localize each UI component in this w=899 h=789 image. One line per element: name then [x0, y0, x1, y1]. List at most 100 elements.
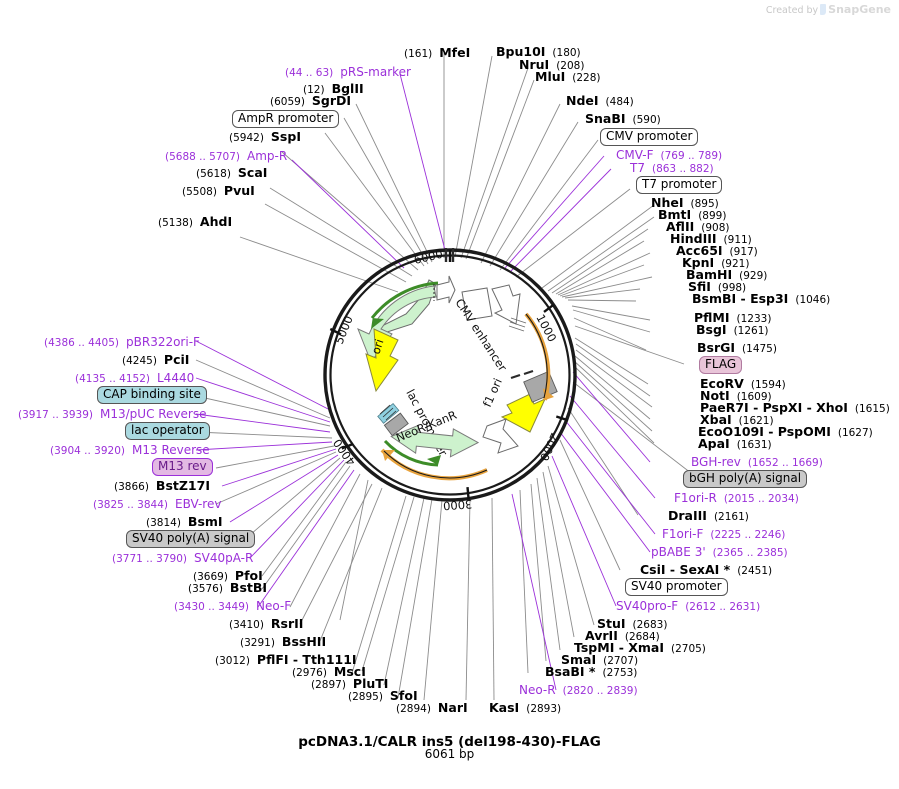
svg-text:6000: 6000 — [413, 247, 445, 267]
label-pfoi[interactable]: (3669) PfoI — [193, 567, 263, 583]
label-bamhi[interactable]: BamHI (929) — [686, 266, 767, 282]
label-l4440[interactable]: (4135 .. 4152) L4440 — [75, 369, 194, 385]
enzyme-name: BsmI — [187, 514, 223, 529]
enzyme-name: CsiI - SexAI * — [640, 562, 731, 577]
feature-sv40-promoter[interactable]: SV40 promoter — [625, 577, 728, 596]
leader-lines-primer-top-left — [291, 73, 448, 269]
label-sv40pa-r[interactable]: (3771 .. 3790) SV40pA-R — [112, 549, 253, 565]
feature-m13-rev[interactable]: M13 rev — [152, 457, 213, 476]
position-value: (208) — [556, 60, 585, 72]
label-mfei[interactable]: (161) MfeI — [404, 44, 470, 60]
label-snabi[interactable]: SnaBI (590) — [585, 110, 661, 126]
ring-feature-neor-marker — [383, 439, 441, 467]
coordinate-ticks — [329, 250, 569, 500]
feature-bgh-polya-signal[interactable]: bGH poly(A) signal — [683, 469, 808, 488]
label-nrui[interactable]: NruI (208) — [519, 56, 584, 72]
enzyme-name: BstBI — [229, 580, 268, 595]
label-f1ori-r[interactable]: F1ori-R (2015 .. 2034) — [674, 489, 799, 505]
label-draiii[interactable]: DraIII (2161) — [668, 507, 749, 523]
label-sv40pro-f[interactable]: SV40pro-F (2612 .. 2631) — [616, 597, 760, 613]
label-f1ori-f[interactable]: F1ori-F (2225 .. 2246) — [662, 525, 785, 541]
watermark-created-by: Created by — [765, 5, 819, 16]
feature-t7-promoter[interactable]: T7 promoter — [636, 175, 723, 194]
label-nari[interactable]: (2894) NarI — [396, 699, 468, 715]
label-amp-r[interactable]: (5688 .. 5707) Amp-R — [165, 147, 287, 163]
label-prs-marker[interactable]: (44 .. 63) pRS-marker — [285, 63, 411, 79]
label-neo-f[interactable]: (3430 .. 3449) Neo-F — [174, 597, 291, 613]
label-noti[interactable]: NotI (1609) — [700, 387, 772, 403]
label-sfoi[interactable]: (2895) SfoI — [348, 687, 418, 703]
enzyme-name: ApaI — [698, 436, 730, 451]
label-m13-puc-reverse[interactable]: (3917 .. 3939) M13/pUC Reverse — [18, 405, 207, 421]
label-sspi[interactable]: (5942) SspI — [229, 128, 301, 144]
label-sgrdi[interactable]: (6059) SgrDI — [270, 92, 351, 108]
label-ndei[interactable]: NdeI (484) — [566, 92, 634, 108]
label-stui[interactable]: StuI (2683) — [597, 615, 667, 631]
label-ecoo109i-pspomi[interactable]: EcoO109I - PspOMI (1627) — [698, 423, 873, 439]
range-value: (44 .. 63) — [285, 67, 334, 79]
feature-lac-operator[interactable]: lac operator — [125, 421, 210, 440]
label-msci[interactable]: (2976) MscI — [292, 663, 366, 679]
label-pcii[interactable]: (4245) PciI — [122, 351, 189, 367]
label-avrii[interactable]: AvrII (2684) — [585, 627, 660, 643]
enzyme-name: NruI — [519, 57, 550, 72]
label-nhei[interactable]: NheI (895) — [651, 194, 719, 210]
enzyme-name: StuI — [597, 616, 626, 631]
label-smai[interactable]: SmaI (2707) — [561, 651, 638, 667]
position-value: (2705) — [670, 643, 706, 655]
label-pbabe-3prime[interactable]: pBABE 3' (2365 .. 2385) — [651, 543, 788, 559]
label-paer7i-pspxi-xhoi[interactable]: PaeR7I - PspXI - XhoI (1615) — [700, 399, 890, 415]
label-bstz17i[interactable]: (3866) BstZ17I — [114, 477, 210, 493]
label-ecorv[interactable]: EcoRV (1594) — [700, 375, 786, 391]
label-kpni[interactable]: KpnI (921) — [682, 254, 749, 270]
label-bsabi[interactable]: BsaBI * (2753) — [545, 663, 637, 679]
feature-flag[interactable]: FLAG — [699, 355, 743, 374]
enzyme-name: BglII — [331, 81, 364, 96]
label-t7[interactable]: T7 (863 .. 882) — [630, 159, 714, 175]
label-bsshii[interactable]: (3291) BssHII — [240, 633, 326, 649]
feature-cmv-promoter[interactable]: CMV promoter — [600, 127, 699, 146]
label-pluti[interactable]: (2897) PluTI — [311, 675, 388, 691]
label-mlui[interactable]: MluI (228) — [535, 68, 601, 84]
feature-cap-binding-site[interactable]: CAP binding site — [97, 385, 207, 404]
label-kasi[interactable]: KasI (2893) — [489, 699, 561, 715]
enzyme-name: EcoO109I - PspOMI — [698, 424, 831, 439]
label-cmv-f[interactable]: CMV-F (769 .. 789) — [616, 146, 722, 162]
label-acc65i[interactable]: Acc65I (917) — [676, 242, 758, 258]
label-bsrgi[interactable]: BsrGI (1475) — [697, 339, 777, 355]
label-ebv-rev[interactable]: (3825 .. 3844) EBV-rev — [93, 495, 221, 511]
label-apai[interactable]: ApaI (1631) — [698, 435, 772, 451]
feature-ampr-promoter[interactable]: AmpR promoter — [232, 109, 340, 128]
label-bglii[interactable]: (12) BglII — [303, 80, 364, 96]
label-neo-r-right[interactable]: Neo-R (2820 .. 2839) — [519, 681, 638, 697]
label-pbr322ori-f[interactable]: (4386 .. 4405) pBR322ori-F — [44, 333, 200, 349]
feature-label: CMV promoter — [600, 128, 699, 146]
position-value: (2897) — [311, 679, 346, 691]
label-xbai[interactable]: XbaI (1621) — [700, 411, 774, 427]
position-value: (2976) — [292, 667, 327, 679]
ring-feature-ampr-marker — [370, 281, 439, 329]
label-bsmbi-esp3i[interactable]: BsmBI - Esp3I (1046) — [692, 290, 830, 306]
position-value: (3576) — [188, 583, 223, 595]
label-pvui[interactable]: (5508) PvuI — [182, 182, 255, 198]
label-bsgi[interactable]: BsgI (1261) — [696, 321, 769, 337]
svg-text:2000: 2000 — [537, 431, 562, 463]
label-hindiii[interactable]: HindIII (911) — [670, 230, 752, 246]
feature-sv40-polya-signal[interactable]: SV40 poly(A) signal — [126, 529, 256, 548]
label-csii-sexai[interactable]: CsiI - SexAI * (2451) — [640, 561, 772, 577]
label-m13-reverse[interactable]: (3904 .. 3920) M13 Reverse — [50, 441, 210, 457]
label-bpu10i[interactable]: Bpu10I (180) — [496, 43, 581, 59]
label-bgh-rev[interactable]: BGH-rev (1652 .. 1669) — [691, 453, 823, 469]
label-pflfi-tth111i[interactable]: (3012) PflFI - Tth111I — [215, 651, 357, 667]
label-bmti[interactable]: BmtI (899) — [658, 206, 726, 222]
label-bsmi[interactable]: (3814) BsmI — [146, 513, 223, 529]
label-scai[interactable]: (5618) ScaI — [196, 164, 267, 180]
label-pflmi[interactable]: PflMI (1233) — [694, 309, 771, 325]
label-bstbi[interactable]: (3576) BstBI — [188, 579, 267, 595]
label-ahdi[interactable]: (5138) AhdI — [158, 213, 232, 229]
label-rsrii[interactable]: (3410) RsrII — [229, 615, 303, 631]
label-tspmi-xmai[interactable]: TspMI - XmaI (2705) — [574, 639, 706, 655]
label-sfii[interactable]: SfiI (998) — [688, 278, 746, 294]
label-aflii[interactable]: AflII (908) — [666, 218, 729, 234]
primer-name: Amp-R — [247, 149, 288, 163]
